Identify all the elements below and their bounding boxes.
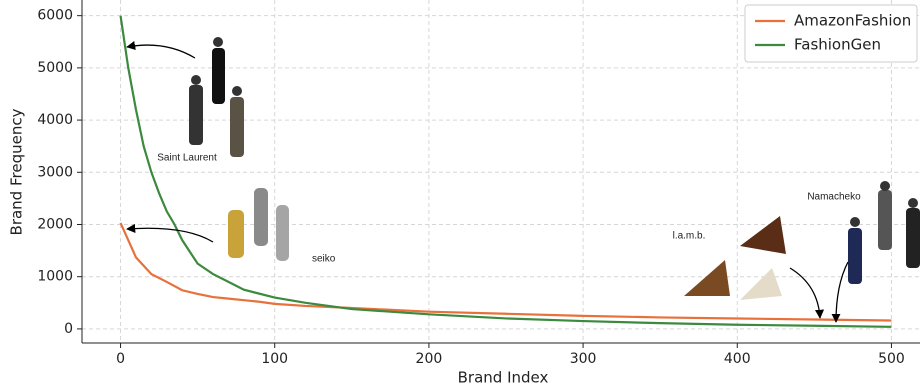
x-tick-label: 0 xyxy=(116,351,125,367)
annotation: seiko xyxy=(312,254,336,265)
x-tick-label: 200 xyxy=(416,351,443,367)
y-tick-label: 6000 xyxy=(37,8,73,24)
x-tick-label: 100 xyxy=(261,351,288,367)
annotation: Namacheko xyxy=(807,192,861,203)
y-tick-label: 0 xyxy=(64,321,73,337)
product-images xyxy=(189,37,920,300)
x-axis-label: Brand Index xyxy=(458,369,549,387)
annotation: Saint Laurent xyxy=(157,153,217,164)
y-axis-label: Brand Frequency xyxy=(8,108,26,235)
legend-label: FashionGen xyxy=(794,36,881,54)
legend: AmazonFashion FashionGen xyxy=(745,5,917,62)
chart: 0100200300400500010002000300040005000600… xyxy=(0,0,920,389)
y-tick-label: 5000 xyxy=(37,60,73,76)
y-tick-label: 4000 xyxy=(37,112,73,128)
x-tick-label: 500 xyxy=(878,351,905,367)
x-tick-label: 300 xyxy=(570,351,597,367)
legend-label: AmazonFashion xyxy=(794,12,911,30)
y-tick-label: 1000 xyxy=(37,269,73,285)
y-tick-label: 3000 xyxy=(37,164,73,180)
y-tick-label: 2000 xyxy=(37,216,73,232)
annotation: l.a.m.b. xyxy=(673,231,706,242)
x-tick-label: 400 xyxy=(724,351,751,367)
